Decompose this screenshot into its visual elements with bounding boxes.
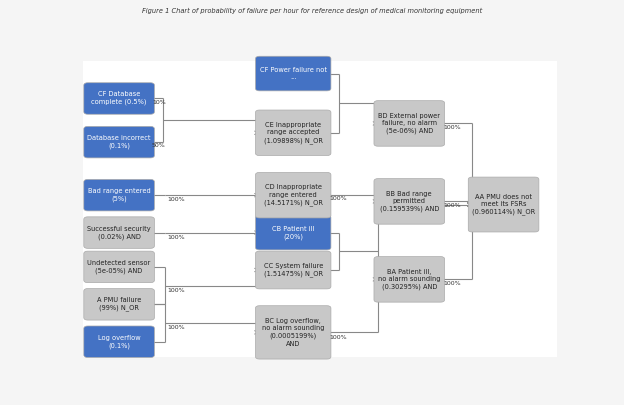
- Text: Figure 1 Chart of probability of failure per hour for reference design of medica: Figure 1 Chart of probability of failure…: [142, 8, 482, 14]
- Text: 100%: 100%: [167, 288, 185, 293]
- Text: 100%: 100%: [329, 196, 347, 201]
- FancyBboxPatch shape: [374, 257, 444, 302]
- FancyBboxPatch shape: [255, 251, 331, 289]
- Text: CB Patient ill
(20%): CB Patient ill (20%): [272, 226, 314, 240]
- FancyBboxPatch shape: [255, 110, 331, 156]
- Text: 100%: 100%: [167, 325, 185, 330]
- Text: CE Inappropriate
range accepted
(1.09898%) N_OR: CE Inappropriate range accepted (1.09898…: [264, 122, 323, 144]
- FancyBboxPatch shape: [83, 61, 557, 357]
- Text: Undetected sensor
(5e-05%) AND: Undetected sensor (5e-05%) AND: [87, 260, 151, 274]
- Text: 100%: 100%: [167, 235, 185, 240]
- FancyBboxPatch shape: [255, 306, 331, 359]
- Text: CC System failure
(1.51475%) N_OR: CC System failure (1.51475%) N_OR: [263, 263, 323, 277]
- Text: Successful security
(0.02%) AND: Successful security (0.02%) AND: [87, 226, 151, 240]
- Text: CF Power failure not
...: CF Power failure not ...: [260, 67, 327, 80]
- Text: BC Log overflow,
no alarm sounding
(0.0005199%)
AND: BC Log overflow, no alarm sounding (0.00…: [262, 318, 324, 347]
- Text: CD Inappropriate
range entered
(14.5171%) N_OR: CD Inappropriate range entered (14.5171%…: [264, 184, 323, 206]
- Text: 100%: 100%: [443, 125, 461, 130]
- Text: CF Database
complete (0.5%): CF Database complete (0.5%): [91, 92, 147, 105]
- Text: 50%: 50%: [152, 143, 166, 148]
- FancyBboxPatch shape: [84, 179, 154, 211]
- FancyBboxPatch shape: [374, 179, 444, 224]
- FancyBboxPatch shape: [255, 215, 331, 250]
- Text: BB Bad range
permitted
(0.159539%) AND: BB Bad range permitted (0.159539%) AND: [379, 191, 439, 212]
- FancyBboxPatch shape: [374, 101, 444, 146]
- FancyBboxPatch shape: [84, 217, 154, 248]
- FancyBboxPatch shape: [84, 251, 154, 283]
- Text: A PMU failure
(99%) N_OR: A PMU failure (99%) N_OR: [97, 297, 141, 311]
- Text: Database incorrect
(0.1%): Database incorrect (0.1%): [87, 135, 151, 149]
- Text: BA Patient ill,
no alarm sounding
(0.30295%) AND: BA Patient ill, no alarm sounding (0.302…: [378, 269, 441, 290]
- Text: 100%: 100%: [443, 281, 461, 286]
- FancyBboxPatch shape: [84, 83, 154, 114]
- Text: 10%: 10%: [152, 100, 166, 105]
- Text: BD External power
failure, no alarm
(5e-06%) AND: BD External power failure, no alarm (5e-…: [378, 113, 441, 134]
- Text: 100%: 100%: [329, 335, 347, 339]
- FancyBboxPatch shape: [84, 126, 154, 158]
- FancyBboxPatch shape: [468, 177, 539, 232]
- Text: AA PMU does not
meet its FSRs
(0.960114%) N_OR: AA PMU does not meet its FSRs (0.960114%…: [472, 194, 535, 215]
- Text: 100%: 100%: [167, 197, 185, 202]
- Text: Log overflow
(0.1%): Log overflow (0.1%): [98, 335, 140, 349]
- FancyBboxPatch shape: [84, 289, 154, 320]
- FancyBboxPatch shape: [84, 326, 154, 358]
- Text: Bad range entered
(5%): Bad range entered (5%): [88, 188, 150, 202]
- FancyBboxPatch shape: [255, 173, 331, 218]
- Text: 100%: 100%: [443, 202, 461, 208]
- FancyBboxPatch shape: [255, 56, 331, 91]
